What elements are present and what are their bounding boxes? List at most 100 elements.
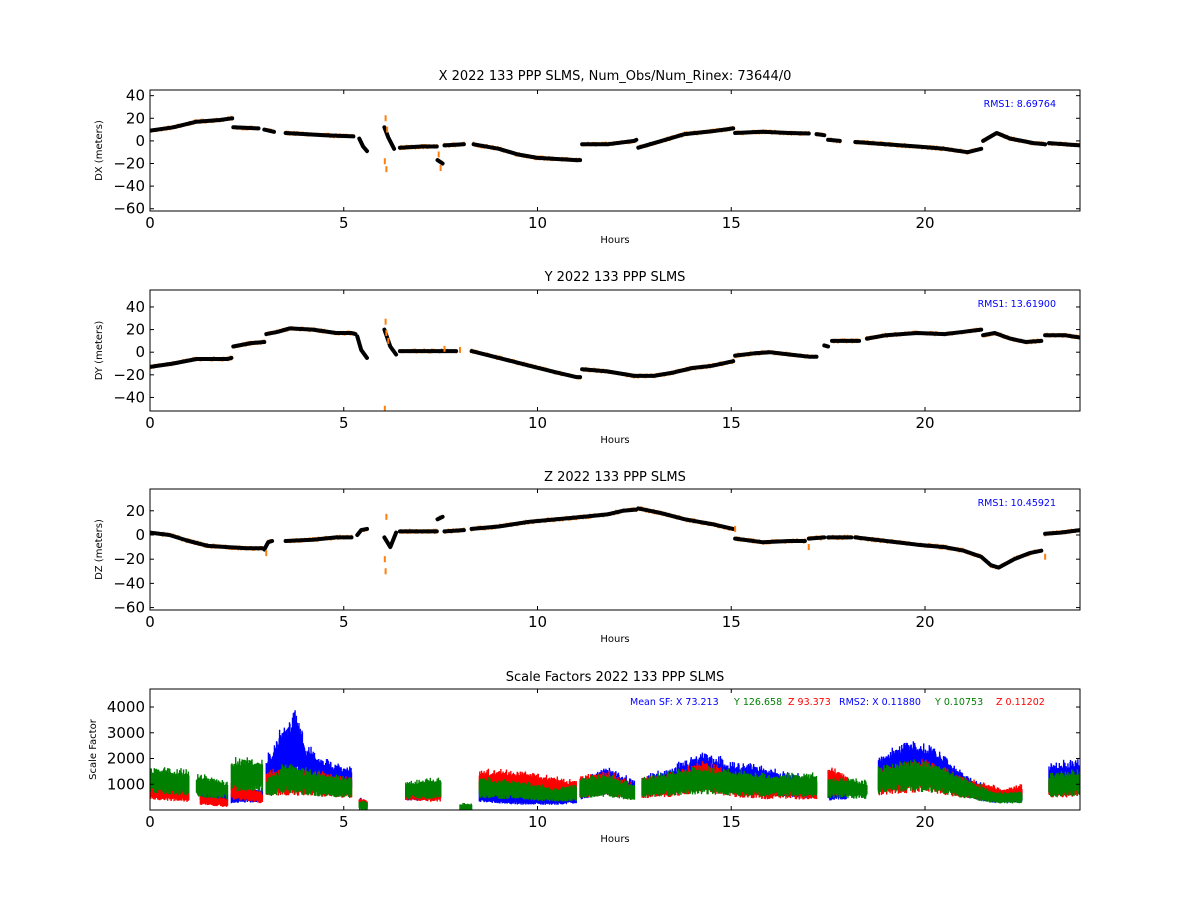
dz-series-black-segment-2 <box>283 535 354 543</box>
dy-chart-title: Y 2022 133 PPP SLMS <box>544 270 686 285</box>
dz-outlier-point-5 <box>1044 553 1047 560</box>
dx-y-tick-label: 0 <box>135 132 145 150</box>
dx-series-black-segment-14 <box>826 137 842 143</box>
dy-outlier-point-3 <box>383 405 386 411</box>
dx-x-tick-label: 20 <box>915 214 934 232</box>
dy-outlier-point-2 <box>387 337 390 344</box>
dy-y-tick-label: 0 <box>135 343 145 361</box>
dy-series-black-segment-7 <box>580 359 736 378</box>
dy-series-black-segment-6 <box>469 349 583 380</box>
dz-rms-annotation: RMS1: 10.45921 <box>978 498 1056 509</box>
dx-y-axis-label: DX (meters) <box>94 120 105 181</box>
dy-x-tick-label: 5 <box>339 414 349 432</box>
dz-outlier-point-6 <box>734 525 737 532</box>
dz-plot-frame <box>149 488 1081 611</box>
dy-outlier-point-4 <box>443 345 446 352</box>
scale-factor-z-band-segment-1 <box>199 795 229 807</box>
dx-x-tick-label: 0 <box>145 214 155 232</box>
dy-x-tick-label: 0 <box>145 414 155 432</box>
dz-series-black-segment-14 <box>1043 528 1080 536</box>
dx-series-black-segment-0 <box>150 116 235 133</box>
dx-series-black-segment-5 <box>382 125 397 151</box>
dy-rms-annotation: RMS1: 13.61900 <box>978 299 1056 310</box>
dz-series-black-segment-0 <box>150 530 265 551</box>
dz-series-black-segment-4 <box>382 530 399 550</box>
dx-series-black-segment-17 <box>1047 141 1080 148</box>
dz-outlier-point-3 <box>265 550 268 557</box>
dy-y-tick-label: −20 <box>113 366 145 384</box>
dz-x-tick-label: 20 <box>915 613 934 631</box>
dx-outlier-point-2 <box>383 158 386 165</box>
dz-series-black-segment-9 <box>636 506 736 531</box>
dy-x-tick-label: 20 <box>915 414 934 432</box>
dx-series-black-segment-8 <box>442 142 466 148</box>
dz-series-black-segment-13 <box>853 535 1044 570</box>
dz-series-black-segment-8 <box>469 507 639 531</box>
dx-chart-title: X 2022 133 PPP SLMS, Num_Obs/Num_Rinex: … <box>439 69 792 84</box>
dx-outlier-point-5 <box>439 165 442 172</box>
dz-series-black-segment-6 <box>435 514 445 522</box>
dz-chart-title: Z 2022 133 PPP SLMS <box>544 470 686 485</box>
scale-factor-x-axis-label: Hours <box>600 834 629 845</box>
dx-series-black-segment-13 <box>814 132 827 138</box>
dy-outlier-point-1 <box>385 329 388 336</box>
dx-y-tick-label: −20 <box>113 155 145 173</box>
dy-outlier-point-5 <box>459 346 461 353</box>
dy-series-black-segment-8 <box>733 350 819 359</box>
dz-y-tick-label: 20 <box>126 502 145 520</box>
dy-series-black-segment-1 <box>231 340 267 349</box>
dy-series-black-segment-9 <box>822 343 831 349</box>
dz-x-tick-label: 10 <box>528 613 547 631</box>
dx-outlier-point-3 <box>386 126 389 133</box>
dy-y-tick-label: −40 <box>113 388 145 406</box>
dx-plot-frame <box>149 89 1081 212</box>
dx-outlier-point-1 <box>385 166 388 173</box>
dz-x-axis-label: Hours <box>600 634 629 645</box>
dy-outlier-point-0 <box>384 318 387 325</box>
dx-series-black-segment-16 <box>981 131 1048 147</box>
dx-series-black-segment-1 <box>231 125 261 131</box>
scale-factor-y-axis-label: Scale Factor <box>88 718 99 780</box>
dz-outlier-point-1 <box>385 513 388 520</box>
dx-series-black-segment-3 <box>283 131 356 139</box>
dz-series-black-segment-7 <box>442 528 466 534</box>
dz-series-black-segment-3 <box>355 526 369 537</box>
dy-series-black-segment-13 <box>1043 333 1080 340</box>
dx-series-black-segment-10 <box>580 137 639 147</box>
dy-y-tick-label: 40 <box>126 298 145 316</box>
dy-y-tick-label: 20 <box>126 321 145 339</box>
dx-series-black-segment-6 <box>397 144 439 150</box>
dz-y-tick-label: 0 <box>135 526 145 544</box>
dx-series-black-segment-15 <box>853 140 984 155</box>
dy-x-tick-label: 15 <box>722 414 741 432</box>
dy-y-axis-label: DY (meters) <box>94 321 105 381</box>
dy-series-black-segment-0 <box>150 355 234 369</box>
dx-x-tick-label: 15 <box>722 214 741 232</box>
dz-y-tick-label: −20 <box>113 550 145 568</box>
dx-y-tick-label: 20 <box>126 109 145 127</box>
dy-series-black-segment-12 <box>981 331 1044 344</box>
dz-x-tick-label: 5 <box>339 613 349 631</box>
dz-x-tick-label: 15 <box>722 613 741 631</box>
dx-y-tick-label: −60 <box>113 200 145 218</box>
dx-outlier-point-4 <box>437 151 440 158</box>
dz-outlier-point-4 <box>807 544 810 551</box>
dx-y-tick-label: −40 <box>113 177 145 195</box>
dy-series-black-segment-2 <box>264 326 358 337</box>
dx-series-black-segment-11 <box>636 126 736 150</box>
dx-x-axis-label: Hours <box>600 235 629 246</box>
dy-series-black-segment-3 <box>355 334 369 360</box>
dz-series-black-segment-11 <box>806 535 827 541</box>
dy-plot-frame <box>149 289 1081 412</box>
dz-outlier-point-2 <box>383 556 386 563</box>
scale-factor-chart-title: Scale Factors 2022 133 PPP SLMS <box>506 670 725 685</box>
dx-y-tick-label: 40 <box>126 87 145 105</box>
dy-series-black-segment-11 <box>864 327 984 341</box>
dx-series-black-segment-12 <box>733 129 811 136</box>
dz-series-black-segment-1 <box>262 539 275 552</box>
dx-series-black-segment-7 <box>435 158 445 166</box>
dz-y-axis-label: DZ (meters) <box>94 519 105 580</box>
dx-series-black-segment-4 <box>357 136 369 154</box>
dx-series-black-segment-9 <box>471 142 583 163</box>
